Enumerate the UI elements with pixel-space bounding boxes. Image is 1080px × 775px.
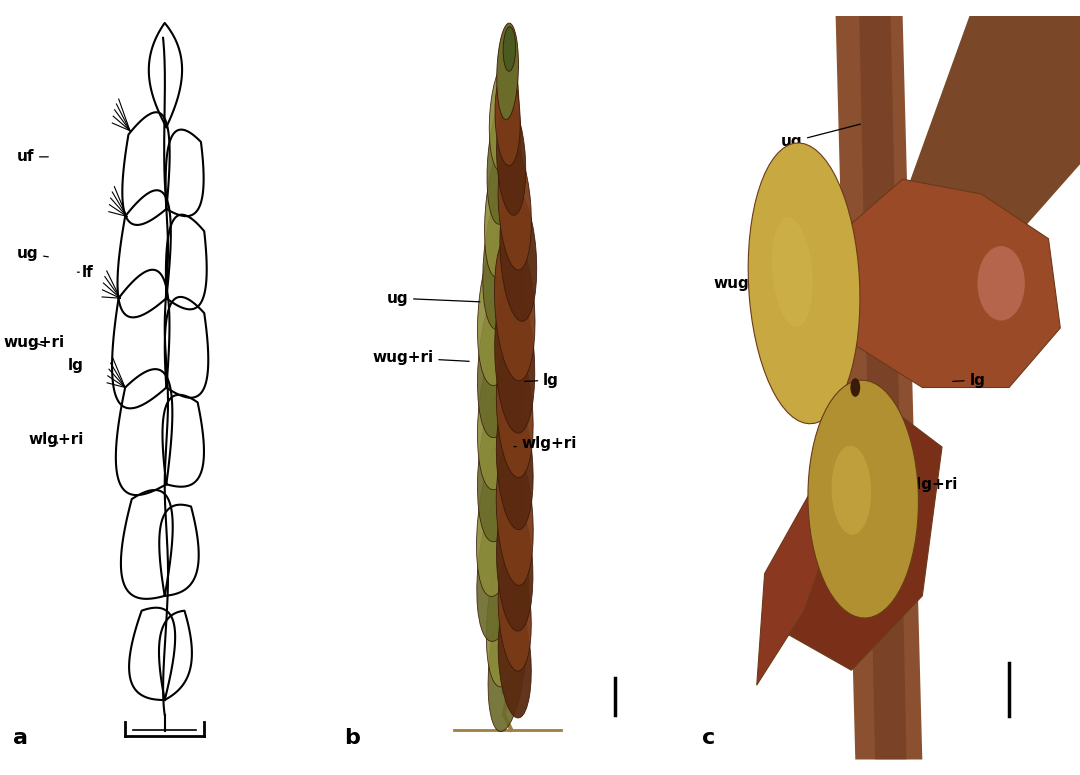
- Ellipse shape: [503, 26, 515, 71]
- Polygon shape: [836, 16, 922, 760]
- Ellipse shape: [477, 278, 524, 438]
- Ellipse shape: [497, 105, 526, 215]
- Polygon shape: [860, 16, 906, 760]
- Text: ug: ug: [387, 291, 480, 305]
- Ellipse shape: [488, 587, 527, 732]
- Ellipse shape: [832, 446, 872, 535]
- Text: wug+ri: wug+ri: [373, 350, 469, 365]
- Polygon shape: [772, 402, 942, 670]
- Text: ug: ug: [781, 124, 861, 150]
- Ellipse shape: [498, 553, 531, 671]
- Ellipse shape: [497, 23, 518, 119]
- Ellipse shape: [496, 446, 534, 585]
- Ellipse shape: [497, 345, 534, 477]
- Ellipse shape: [487, 92, 521, 224]
- Ellipse shape: [808, 381, 918, 618]
- Ellipse shape: [497, 397, 534, 529]
- Text: a: a: [13, 728, 28, 749]
- Text: lf: lf: [78, 265, 94, 280]
- Ellipse shape: [489, 60, 518, 171]
- Text: lg: lg: [525, 373, 559, 388]
- Ellipse shape: [495, 233, 535, 381]
- Ellipse shape: [476, 432, 525, 597]
- Ellipse shape: [748, 143, 860, 424]
- Ellipse shape: [977, 246, 1025, 321]
- Ellipse shape: [483, 177, 525, 330]
- Text: wlg+ri: wlg+ri: [893, 477, 958, 500]
- Text: ug: ug: [16, 246, 49, 261]
- Ellipse shape: [476, 484, 524, 642]
- Text: lg: lg: [68, 358, 84, 373]
- Text: wlg+ri: wlg+ri: [28, 432, 83, 447]
- Text: c: c: [702, 728, 715, 749]
- Ellipse shape: [477, 330, 524, 490]
- Ellipse shape: [850, 378, 861, 397]
- Text: wlg+ri: wlg+ri: [514, 436, 577, 451]
- Ellipse shape: [495, 285, 535, 433]
- Ellipse shape: [498, 600, 531, 718]
- Ellipse shape: [498, 145, 531, 270]
- Text: b: b: [343, 728, 360, 749]
- Text: wug+ri: wug+ri: [714, 276, 809, 291]
- Ellipse shape: [772, 218, 813, 327]
- Ellipse shape: [500, 189, 537, 322]
- Text: wug+ri: wug+ri: [3, 336, 65, 350]
- Text: lg: lg: [953, 373, 985, 388]
- Ellipse shape: [477, 382, 524, 542]
- Polygon shape: [851, 179, 1061, 388]
- Polygon shape: [903, 16, 1080, 276]
- Ellipse shape: [477, 226, 524, 385]
- Ellipse shape: [495, 69, 521, 166]
- Text: uf: uf: [16, 150, 49, 164]
- Polygon shape: [757, 447, 851, 685]
- Ellipse shape: [485, 133, 524, 277]
- Ellipse shape: [486, 535, 529, 687]
- Ellipse shape: [497, 498, 532, 631]
